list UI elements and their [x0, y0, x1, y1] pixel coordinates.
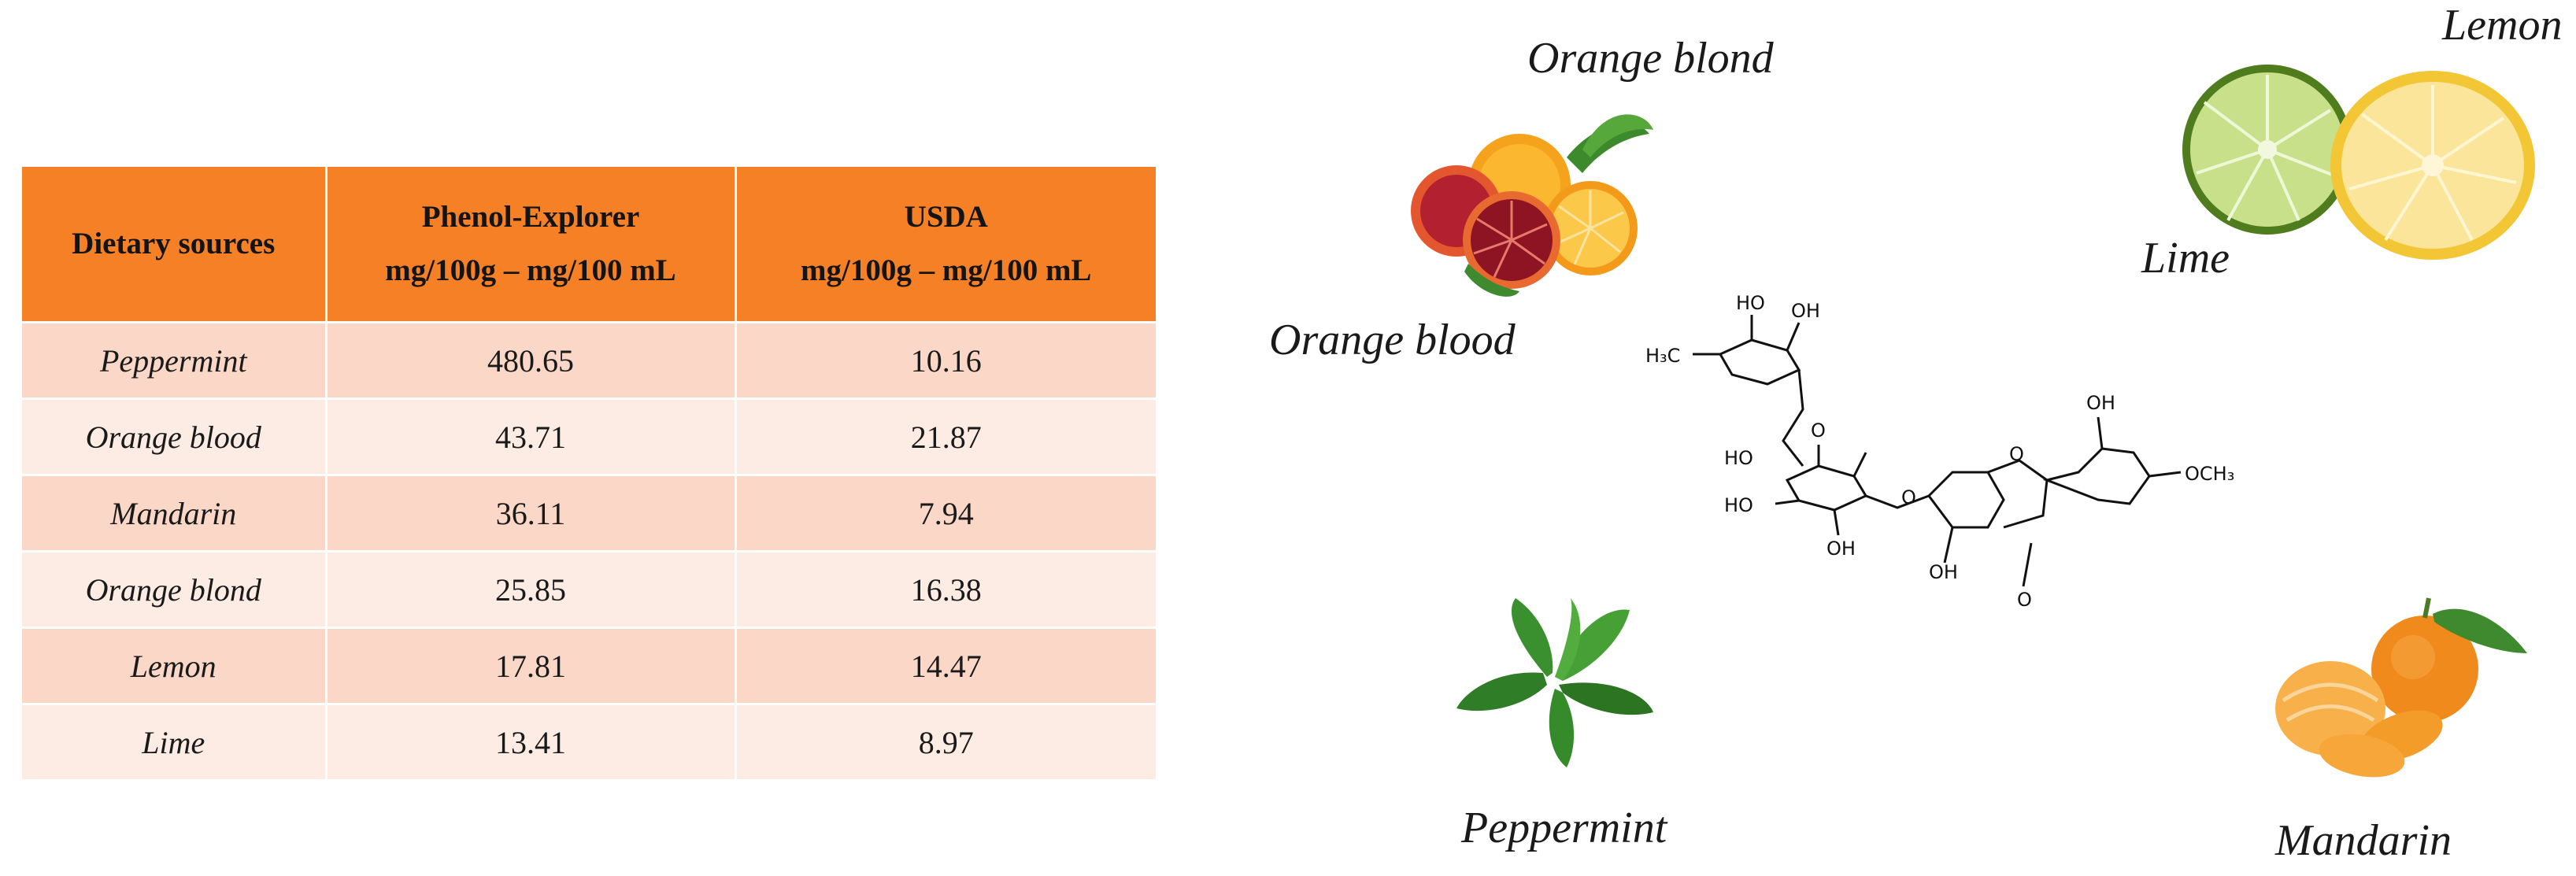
header-phenol-explorer-unit: mg/100g – mg/100 mL	[385, 253, 676, 287]
header-phenol-explorer: Phenol-Explorer mg/100g – mg/100 mL	[326, 167, 737, 323]
header-usda: USDA mg/100g – mg/100 mL	[735, 167, 1156, 323]
header-dietary-sources: Dietary sources	[22, 167, 328, 323]
peppermint-icon	[1456, 598, 1653, 767]
cell-dietary-source: Lime	[22, 703, 328, 779]
cell-usda: 21.87	[735, 397, 1156, 475]
header-dietary-sources-label: Dietary sources	[72, 227, 276, 261]
label-lemon: Lemon	[2442, 1, 2563, 50]
cell-phenol-explorer: 43.71	[326, 397, 737, 475]
mandarin-icon	[2275, 597, 2527, 778]
flavanone-content-table: Dietary sources Phenol-Explorer mg/100g …	[22, 167, 1156, 779]
mol-o-4: O	[2017, 589, 2032, 611]
mol-ho-1: HO	[1736, 292, 1765, 314]
mol-ch3: H₃C	[1645, 345, 1680, 367]
cell-phenol-explorer: 13.41	[326, 703, 737, 779]
header-phenol-explorer-title: Phenol-Explorer	[421, 200, 640, 234]
table-row: Lemon 17.81 14.47	[22, 627, 1156, 704]
table-row: Mandarin 36.11 7.94	[22, 474, 1156, 552]
table-row: Orange blond 25.85 16.38	[22, 550, 1156, 628]
mol-oh-1: OH	[1791, 300, 1820, 322]
cell-phenol-explorer: 25.85	[326, 550, 737, 628]
mol-o-3: O	[2009, 443, 2024, 465]
cell-phenol-explorer: 17.81	[326, 627, 737, 704]
hesperidin-structure	[1693, 315, 2182, 587]
cell-usda: 16.38	[735, 550, 1156, 628]
cell-usda: 14.47	[735, 627, 1156, 704]
lime-icon	[2182, 65, 2352, 235]
table-header-row: Dietary sources Phenol-Explorer mg/100g …	[22, 167, 1156, 323]
mol-o-1: O	[1811, 420, 1826, 442]
cell-dietary-source: Mandarin	[22, 474, 328, 552]
mol-ho-3: HO	[1724, 494, 1753, 516]
mol-ho-2: HO	[1724, 447, 1753, 469]
mol-oh-3: OH	[1929, 561, 1958, 583]
label-peppermint: Peppermint	[1461, 804, 1667, 852]
cell-dietary-source: Peppermint	[22, 321, 328, 399]
mol-och3: OCH₃	[2185, 463, 2234, 485]
cell-phenol-explorer: 480.65	[326, 321, 737, 399]
mol-oh-2: OH	[1827, 538, 1856, 560]
cell-phenol-explorer: 36.11	[326, 474, 737, 552]
blood-orange-icon	[1411, 165, 1560, 297]
table-row: Peppermint 480.65 10.16	[22, 321, 1156, 399]
label-mandarin: Mandarin	[2275, 816, 2452, 865]
lemon-icon	[2330, 71, 2535, 260]
mol-o-2: O	[1901, 486, 1916, 508]
mol-oh-4: OH	[2086, 392, 2115, 414]
dietary-sources-table: Dietary sources Phenol-Explorer mg/100g …	[22, 167, 1156, 779]
cell-dietary-source: Orange blood	[22, 397, 328, 475]
label-lime: Lime	[2141, 234, 2230, 283]
header-usda-title: USDA	[904, 200, 988, 234]
hesperidin-labels: HO OH H₃C O HO HO OH O O O OH OH OCH₃	[1645, 292, 2234, 611]
cell-dietary-source: Orange blond	[22, 550, 328, 628]
table-row: Orange blood 43.71 21.87	[22, 397, 1156, 475]
cell-usda: 8.97	[735, 703, 1156, 779]
table-row: Lime 13.41 8.97	[22, 703, 1156, 779]
header-usda-unit: mg/100g – mg/100 mL	[801, 253, 1092, 287]
cell-usda: 10.16	[735, 321, 1156, 399]
cell-usda: 7.94	[735, 474, 1156, 552]
label-orange-blood: Orange blood	[1269, 316, 1516, 364]
cell-dietary-source: Lemon	[22, 627, 328, 704]
label-orange-blond: Orange blond	[1527, 34, 1774, 83]
